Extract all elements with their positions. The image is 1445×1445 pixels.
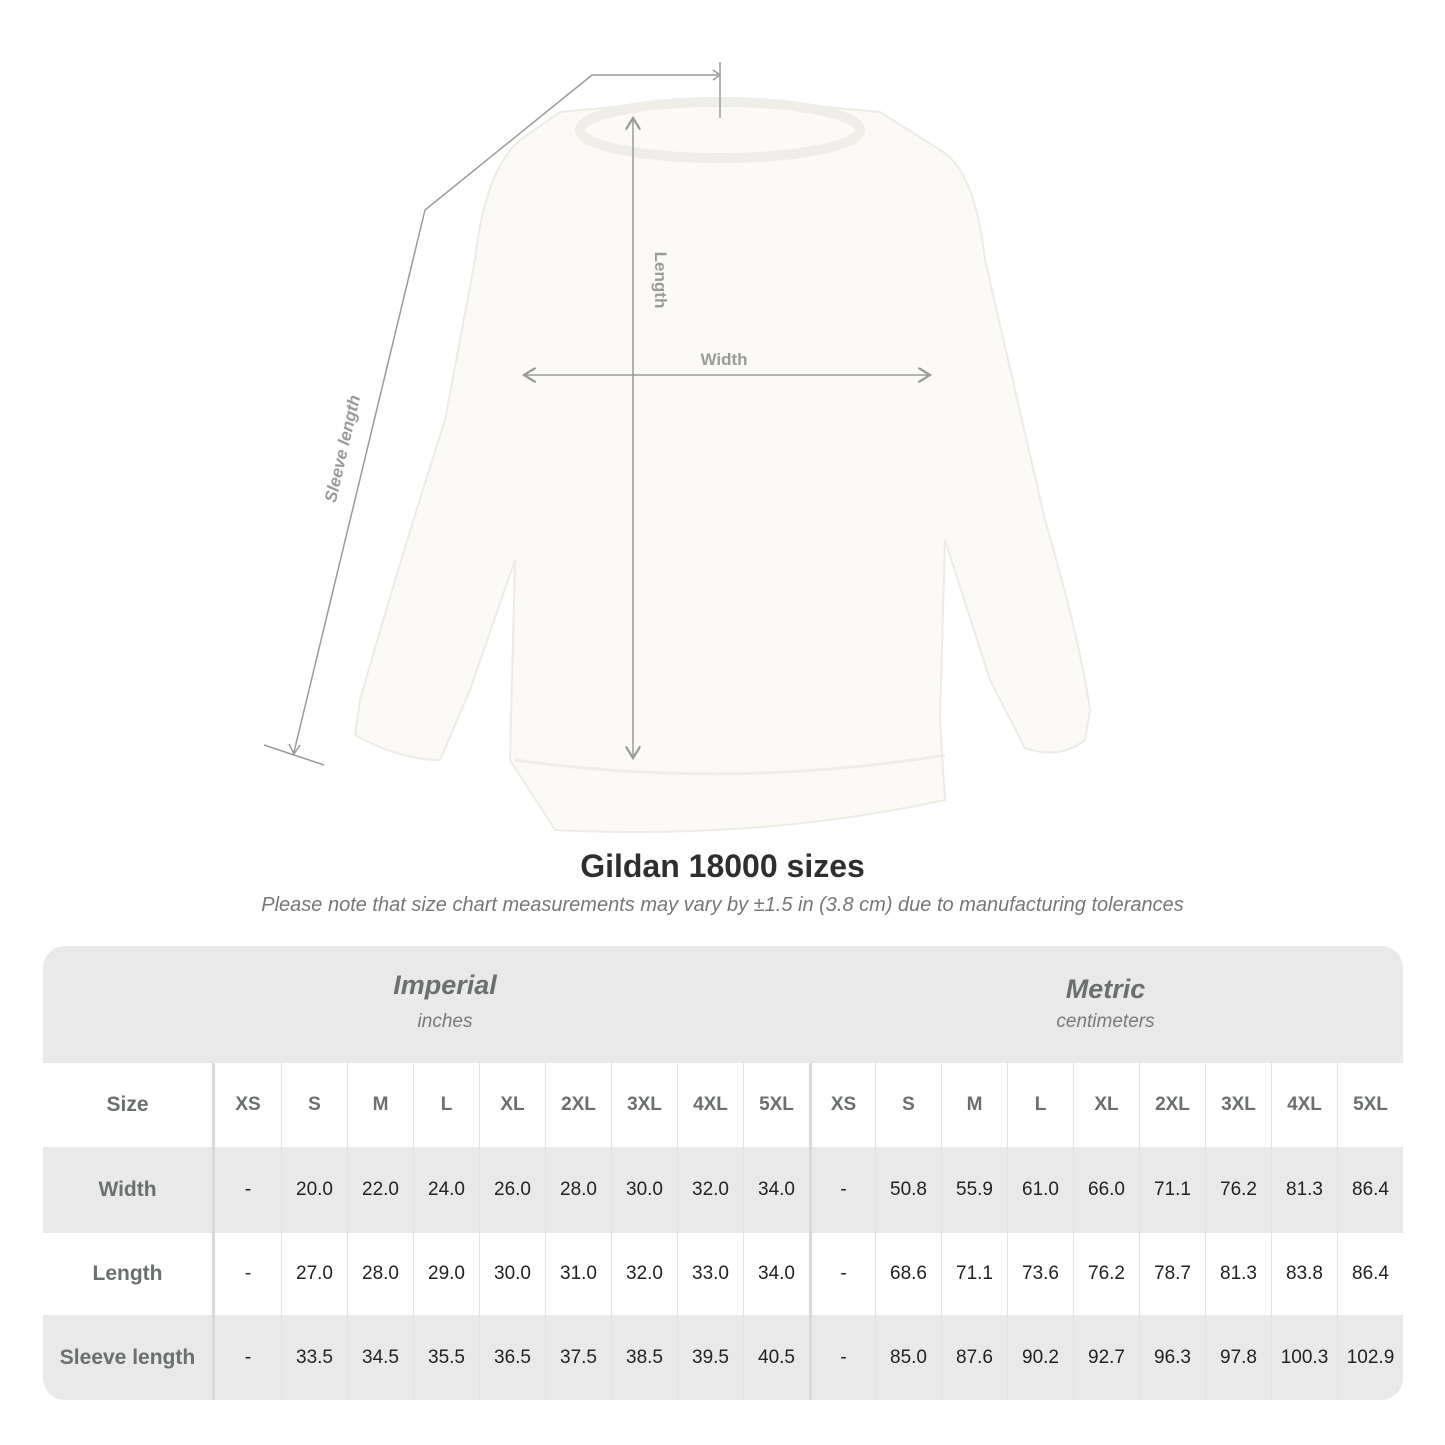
metric-value-cell: 86.4	[1337, 1147, 1403, 1233]
imperial-size-header: 3XL	[611, 1063, 677, 1147]
row-label: Length	[43, 1233, 215, 1315]
metric-size-header: 4XL	[1271, 1063, 1337, 1147]
imperial-value-cell: 28.0	[545, 1147, 611, 1233]
size-header-row: Size XS S M L XL 2XL 3XL 4XL 5XL XS S M L XL 2XL 3XL 4XL 5…	[43, 1063, 1403, 1147]
imperial-size-header: 5XL	[743, 1063, 809, 1147]
imperial-value-cell: -	[244, 1179, 252, 1200]
metric-value-cell: 81.3	[1205, 1233, 1271, 1315]
metric-value-cell: 71.1	[941, 1233, 1007, 1315]
metric-value-cell: 55.9	[941, 1147, 1007, 1233]
imperial-value-cell: 22.0	[347, 1147, 413, 1233]
imperial-value-cell: 32.0	[611, 1233, 677, 1315]
metric-size-header: 5XL	[1337, 1063, 1403, 1147]
imperial-size-header: L	[413, 1063, 479, 1147]
imperial-value-cell: 34.0	[743, 1147, 809, 1233]
metric-size-header: XL	[1073, 1063, 1139, 1147]
metric-value-cell: 96.3	[1139, 1315, 1205, 1400]
metric-size-header: M	[941, 1063, 1007, 1147]
table-row-sleeve-length: Sleeve length - 33.5 34.5 35.5 36.5 37.5 38.5 39…	[43, 1315, 1403, 1400]
imperial-size-header: 2XL	[545, 1063, 611, 1147]
metric-value-cell: 85.0	[875, 1315, 941, 1400]
metric-value-cell: 50.8	[875, 1147, 941, 1233]
table-row-width: Width -20.0 22.0 24.0 26.0 28.0 30.0 32.0 34.0-5…	[43, 1147, 1403, 1233]
imperial-value-cell: -	[244, 1263, 252, 1284]
metric-size-header: XS	[809, 1063, 875, 1147]
metric-value-cell: 102.9	[1337, 1315, 1403, 1400]
metric-size-header: 3XL	[1205, 1063, 1271, 1147]
metric-value-cell: 83.8	[1271, 1233, 1337, 1315]
metric-value-cell: 90.2	[1007, 1315, 1073, 1400]
imperial-value-cell: 33.5	[281, 1315, 347, 1400]
metric-value-cell: 100.3	[1271, 1315, 1337, 1400]
imperial-value-cell: 26.0	[479, 1147, 545, 1233]
imperial-size-header: XS	[235, 1094, 261, 1115]
metric-size-header: L	[1007, 1063, 1073, 1147]
imperial-size-header: S	[281, 1063, 347, 1147]
imperial-size-header: 4XL	[677, 1063, 743, 1147]
imperial-value-cell: 34.0	[743, 1233, 809, 1315]
metric-value-cell: 71.1	[1139, 1147, 1205, 1233]
metric-value-cell: 81.3	[1271, 1147, 1337, 1233]
imperial-header: Imperial inches	[215, 970, 675, 1033]
metric-value-cell: -	[809, 1315, 875, 1400]
metric-unit: centimeters	[1056, 1011, 1155, 1032]
row-label: Width	[43, 1147, 215, 1233]
measurement-lines	[263, 62, 930, 766]
metric-value-cell: 73.6	[1007, 1233, 1073, 1315]
imperial-value-cell: 38.5	[611, 1315, 677, 1400]
row-label: Size	[43, 1063, 215, 1147]
imperial-value-cell: 27.0	[281, 1233, 347, 1315]
row-label: Sleeve length	[43, 1315, 215, 1400]
metric-header: Metric centimeters	[808, 974, 1403, 1033]
imperial-value-cell: 36.5	[479, 1315, 545, 1400]
imperial-value-cell: 40.5	[743, 1315, 809, 1400]
imperial-size-header: XL	[479, 1063, 545, 1147]
metric-value-cell: 76.2	[1073, 1233, 1139, 1315]
imperial-value-cell: 37.5	[545, 1315, 611, 1400]
sleeve-line	[293, 74, 718, 753]
width-label: Width	[700, 350, 747, 369]
imperial-title: Imperial	[393, 970, 497, 1000]
imperial-value-cell: 33.0	[677, 1233, 743, 1315]
metric-value-cell: 92.7	[1073, 1315, 1139, 1400]
imperial-value-cell: 24.0	[413, 1147, 479, 1233]
imperial-value-cell: 30.0	[479, 1233, 545, 1315]
table-row-length: Length -27.0 28.0 29.0 30.0 31.0 32.0 33.0 34.0-…	[43, 1233, 1403, 1315]
metric-value-cell: 86.4	[1337, 1233, 1403, 1315]
metric-value-cell: 61.0	[1007, 1147, 1073, 1233]
metric-size-header: 2XL	[1139, 1063, 1205, 1147]
metric-title: Metric	[1065, 974, 1146, 1004]
sweatshirt-image	[353, 97, 1092, 833]
imperial-value-cell: 30.0	[611, 1147, 677, 1233]
metric-value-cell: -	[809, 1233, 875, 1315]
imperial-value-cell: 35.5	[413, 1315, 479, 1400]
imperial-value-cell: -	[244, 1346, 252, 1368]
size-table: Imperial inches Metric centimeters Size X…	[43, 946, 1403, 1400]
imperial-size-header: M	[347, 1063, 413, 1147]
metric-value-cell: 87.6	[941, 1315, 1007, 1400]
imperial-value-cell: 39.5	[677, 1315, 743, 1400]
sweatshirt-diagram: Length Width Sleeve length	[263, 62, 1092, 833]
imperial-unit: inches	[417, 1011, 473, 1032]
tolerance-note: Please note that size chart measurements…	[261, 894, 1184, 916]
metric-value-cell: 68.6	[875, 1233, 941, 1315]
imperial-value-cell: 29.0	[413, 1233, 479, 1315]
imperial-value-cell: 31.0	[545, 1233, 611, 1315]
metric-value-cell: 97.8	[1205, 1315, 1271, 1400]
metric-value-cell: 66.0	[1073, 1147, 1139, 1233]
length-label: Length	[651, 252, 670, 309]
imperial-value-cell: 34.5	[347, 1315, 413, 1400]
page-title: Gildan 18000 sizes	[580, 848, 865, 884]
imperial-value-cell: 32.0	[677, 1147, 743, 1233]
table-header: Imperial inches Metric centimeters	[43, 946, 1403, 1063]
imperial-value-cell: 20.0	[281, 1147, 347, 1233]
imperial-value-cell: 28.0	[347, 1233, 413, 1315]
metric-value-cell: 78.7	[1139, 1233, 1205, 1315]
metric-size-header: S	[875, 1063, 941, 1147]
metric-value-cell: 76.2	[1205, 1147, 1271, 1233]
metric-value-cell: -	[809, 1147, 875, 1233]
